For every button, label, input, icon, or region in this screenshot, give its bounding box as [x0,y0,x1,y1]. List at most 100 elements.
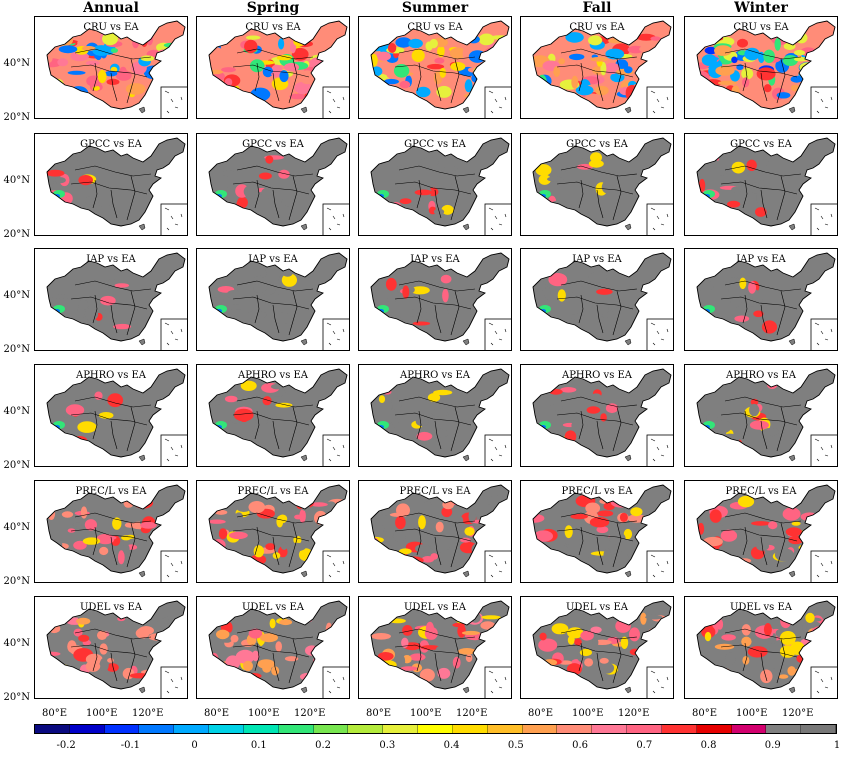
panel-title: CRU vs EA [407,22,463,33]
map-panel: GPCC vs EA [358,133,512,236]
colorbar-segment [348,725,384,733]
lon-label: 100°E [86,708,118,719]
colorbar-segment [243,725,279,733]
colorbar-tick-label: 0 [191,740,198,751]
map-panel: CRU vs EA [34,16,188,119]
lon-label: 120°E [456,708,488,719]
colorbar-tick-label: 0.4 [443,740,460,751]
colorbar-segment [452,725,488,733]
map-panel: IAP vs EA [684,248,838,351]
panel-title: IAP vs EA [572,254,622,265]
map-panel: CRU vs EA [520,16,674,119]
colorbar-tick-label: 0.5 [507,740,524,751]
colorbar-segment [35,725,70,733]
map-panel: PREC/L vs EA [34,480,188,583]
colorbar-tick-label: 1 [833,740,841,751]
map-panel: UDEL vs EA [520,596,674,699]
panel-title: APHRO vs EA [725,370,797,381]
panel-title: UDEL vs EA [241,602,305,613]
map-panel: CRU vs EA [358,16,512,119]
panel-title: GPCC vs EA [242,139,304,150]
map-panel: APHRO vs EA [684,364,838,467]
panel-title: APHRO vs EA [75,370,147,381]
season-title-spring: Spring [246,0,300,16]
panel-title: UDEL vs EA [79,602,143,613]
panel-title: GPCC vs EA [566,139,628,150]
panel-title: IAP vs EA [248,254,298,265]
panel-title: UDEL vs EA [729,602,793,613]
map-panel: UDEL vs EA [358,596,512,699]
lon-label: 120°E [132,708,164,719]
colorbar-segment [731,725,767,733]
lon-label: 80°E [42,708,68,719]
lon-label: 80°E [204,708,230,719]
map-panel: PREC/L vs EA [196,480,350,583]
colorbar-segment [522,725,558,733]
panel-title: APHRO vs EA [237,370,309,381]
colorbar-segment [627,725,662,733]
map-panel: IAP vs EA [196,248,350,351]
colorbar-tick-label: 0.3 [379,740,396,751]
panel-title: PREC/L vs EA [237,486,309,497]
map-panel: IAP vs EA [34,248,188,351]
colorbar-segment [592,725,628,733]
lon-label: 100°E [736,708,768,719]
panel-title: APHRO vs EA [399,370,471,381]
lon-label: 100°E [248,708,280,719]
map-panel: PREC/L vs EA [358,480,512,583]
map-panel: APHRO vs EA [520,364,674,467]
colorbar-segment [766,725,802,733]
lat-label: 40°N [3,406,30,417]
panel-title: CRU vs EA [83,22,139,33]
panel-title: UDEL vs EA [565,602,629,613]
lat-label: 20°N [3,344,30,355]
map-panel: GPCC vs EA [34,133,188,236]
colorbar-tick-label: -0.2 [56,740,76,751]
panel-title: CRU vs EA [569,22,625,33]
panel-title: IAP vs EA [410,254,460,265]
colorbar-segment [557,725,593,733]
panel-title: IAP vs EA [86,254,136,265]
lon-label: 80°E [692,708,718,719]
lat-label: 20°N [3,576,30,587]
colorbar-segment [487,725,523,733]
colorbar-segment [313,725,349,733]
lat-label: 40°N [3,638,30,649]
map-panel: CRU vs EA [196,16,350,119]
lat-label: 20°N [3,229,30,240]
colorbar-tick-label: 0.2 [315,740,332,751]
map-panel: APHRO vs EA [34,364,188,467]
colorbar-segment [174,725,210,733]
colorbar-segment [801,725,837,733]
lon-label: 120°E [782,708,814,719]
lat-label: 20°N [3,692,30,703]
panel-title: PREC/L vs EA [725,486,797,497]
map-panel: APHRO vs EA [358,364,512,467]
panel-title: GPCC vs EA [404,139,466,150]
colorbar-tick-label: 0.9 [764,740,781,751]
season-title-annual: Annual [83,0,139,16]
colorbar-tick-label: 0.6 [572,740,588,751]
map-panel: CRU vs EA [684,16,838,119]
colorbar-tick-label: 0.7 [636,740,653,751]
colorbar-tick-label: 0.8 [700,740,717,751]
season-title-winter: Winter [734,0,788,16]
colorbar-segment [278,725,314,733]
lat-label: 20°N [3,112,30,123]
colorbar-segment [104,725,140,733]
lat-label: 20°N [3,460,30,471]
colorbar-segment [383,725,419,733]
lat-label: 40°N [3,175,30,186]
map-panel: PREC/L vs EA [520,480,674,583]
panel-title: PREC/L vs EA [399,486,471,497]
panel-title: PREC/L vs EA [561,486,633,497]
colorbar-segment [209,725,244,733]
map-panel: GPCC vs EA [684,133,838,236]
colorbar-tick-label: -0.1 [120,740,141,751]
colorbar-segment [139,725,175,733]
map-panel: PREC/L vs EA [684,480,838,583]
map-panel: GPCC vs EA [520,133,674,236]
panel-title: UDEL vs EA [403,602,467,613]
panel-title: PREC/L vs EA [75,486,147,497]
lat-label: 40°N [3,290,30,301]
